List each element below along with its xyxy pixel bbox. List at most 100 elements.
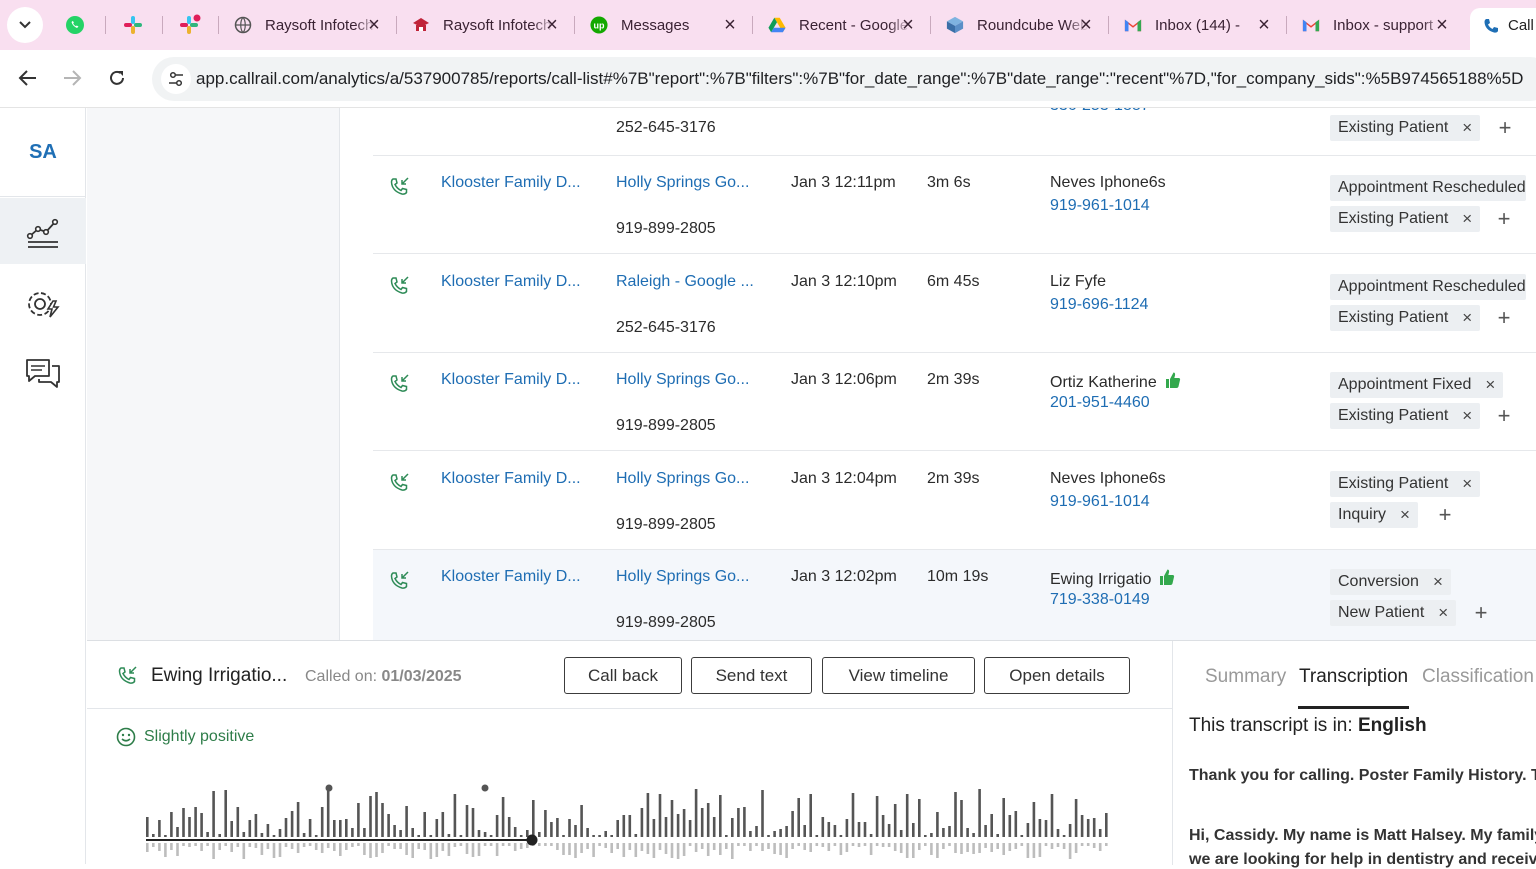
view-timeline-button[interactable]: View timeline xyxy=(822,657,975,694)
tab-close-icon[interactable]: × xyxy=(902,14,914,36)
waveform-bar xyxy=(670,843,674,858)
tab-close-icon[interactable]: × xyxy=(724,14,736,36)
tab-pinned-slack-2[interactable] xyxy=(175,10,205,40)
waveform-bar xyxy=(471,808,475,837)
waveform-bar xyxy=(942,843,945,849)
tab-roundcube[interactable]: Roundcube Webmail × xyxy=(946,8,1096,42)
remove-tag-icon[interactable]: × xyxy=(1438,603,1449,622)
waveform-bar xyxy=(568,843,571,855)
waveform-bar xyxy=(930,833,933,837)
tab-google-drive[interactable]: Recent - Google Drive × xyxy=(768,8,918,42)
settings-bolt-icon xyxy=(28,292,60,318)
tab-close-icon[interactable]: × xyxy=(1258,14,1270,36)
remove-tag-icon[interactable]: × xyxy=(1485,375,1496,394)
table-row[interactable]: Klooster Family D... Raleigh - Google ...… xyxy=(373,255,1536,353)
waveform-bar xyxy=(284,843,288,847)
waveform-bar xyxy=(731,843,734,859)
call-time: Jan 3 12:11pm xyxy=(791,174,896,191)
remove-tag-icon[interactable]: × xyxy=(1462,209,1473,228)
company-link[interactable]: Klooster Family D... xyxy=(441,371,581,388)
remove-tag-icon[interactable]: × xyxy=(1462,473,1473,493)
table-row[interactable]: Klooster Family D... Holly Springs Go... 9… xyxy=(373,550,1536,640)
add-tag-icon[interactable]: + xyxy=(1497,304,1511,330)
tab-classification[interactable]: Classification xyxy=(1422,666,1534,687)
add-tag-icon[interactable]: + xyxy=(1497,206,1511,231)
remove-tag-icon[interactable]: × xyxy=(1462,406,1473,425)
source-link[interactable]: Raleigh - Google ... xyxy=(616,272,754,290)
send-text-button[interactable]: Send text xyxy=(691,657,812,694)
tab-summary[interactable]: Summary xyxy=(1205,666,1287,687)
table-row[interactable]: Klooster Family D... Holly Springs Go... 9… xyxy=(373,156,1536,254)
company-link[interactable]: Klooster Family D... xyxy=(441,568,581,585)
tab-messages[interactable]: up Messages × xyxy=(590,8,740,42)
waveform-bar xyxy=(749,831,752,837)
remove-tag-icon[interactable]: × xyxy=(1400,504,1410,524)
remove-tag-icon[interactable]: × xyxy=(1432,572,1443,591)
waveform-bar xyxy=(441,812,445,837)
waveform-bar xyxy=(562,835,565,837)
caller-name-text: Ortiz Katherine xyxy=(1050,373,1157,391)
tab-pinned-whatsapp[interactable] xyxy=(60,10,90,40)
table-row[interactable]: Klooster Family D... Holly Springs Go... 9… xyxy=(373,353,1536,451)
tab-search-button[interactable] xyxy=(7,7,43,43)
company-link[interactable]: Klooster Family D... xyxy=(441,272,581,290)
table-row[interactable]: 336-253-1887 252-645-3176 Existing Patie… xyxy=(373,108,1536,156)
site-info-button[interactable] xyxy=(161,64,191,94)
tab-gmail-inbox[interactable]: Inbox (144) - × xyxy=(1124,8,1274,42)
source-link[interactable]: Holly Springs Go... xyxy=(616,174,750,191)
waveform-bar xyxy=(972,833,975,837)
add-tag-icon[interactable]: + xyxy=(1497,403,1511,428)
playback-handle[interactable] xyxy=(526,834,538,846)
sidebar-item-analytics[interactable] xyxy=(0,198,86,264)
account-logo[interactable]: SA xyxy=(0,108,86,197)
remove-tag-icon[interactable]: × xyxy=(1462,307,1473,327)
audio-waveform[interactable] xyxy=(142,781,1112,865)
transcript-line: Thank you for calling. Poster Family His… xyxy=(1189,767,1536,784)
tab-close-icon[interactable]: × xyxy=(368,14,380,36)
forward-button[interactable] xyxy=(56,62,88,94)
tab-transcription[interactable]: Transcription xyxy=(1299,666,1409,687)
source-link[interactable]: Holly Springs Go... xyxy=(616,469,750,487)
tab-raysoft-2[interactable]: Raysoft Infotech × xyxy=(412,8,562,42)
caller-phone[interactable]: 919-696-1124 xyxy=(1050,295,1149,313)
tab-pinned-slack[interactable] xyxy=(118,10,148,40)
tab-close-icon[interactable]: × xyxy=(1080,14,1092,36)
add-tag-icon[interactable]: + xyxy=(1474,600,1488,625)
tab-callrail-active[interactable]: Call xyxy=(1470,8,1536,50)
waveform-bar xyxy=(314,835,318,837)
waveform-bar xyxy=(918,799,921,837)
tab-raysoft-1[interactable]: Raysoft Infotech × xyxy=(234,8,384,42)
source-link[interactable]: Holly Springs Go... xyxy=(616,568,750,585)
waveform-bar xyxy=(1044,843,1048,846)
call-back-button[interactable]: Call back xyxy=(564,657,682,694)
remove-tag-icon[interactable]: × xyxy=(1462,118,1473,137)
caller-phone[interactable]: 336-253-1887 xyxy=(1050,108,1150,115)
add-tag-icon[interactable]: + xyxy=(1438,501,1452,527)
company-link[interactable]: Klooster Family D... xyxy=(441,174,581,191)
caller-phone[interactable]: 919-961-1014 xyxy=(1050,197,1150,214)
reload-button[interactable] xyxy=(101,62,133,94)
caller-phone[interactable]: 919-961-1014 xyxy=(1050,492,1150,510)
waveform-bar xyxy=(966,828,969,837)
waveform-bar xyxy=(839,843,843,855)
caller-phone[interactable]: 719-338-0149 xyxy=(1050,591,1150,608)
waveform-bar xyxy=(218,843,221,850)
open-details-button[interactable]: Open details xyxy=(984,657,1130,694)
waveform-bar xyxy=(652,819,656,837)
waveform-bar xyxy=(930,843,933,855)
waveform-bar xyxy=(423,812,426,837)
back-button[interactable] xyxy=(12,62,44,94)
tab-gmail-support[interactable]: Inbox - support × xyxy=(1302,8,1452,42)
tab-close-icon[interactable]: × xyxy=(1436,14,1448,36)
company-link[interactable]: Klooster Family D... xyxy=(441,469,581,487)
waveform-bar xyxy=(495,815,499,837)
source-link[interactable]: Holly Springs Go... xyxy=(616,371,750,388)
caller-phone[interactable]: 201-951-4460 xyxy=(1050,394,1150,411)
sidebar-item-conversations[interactable] xyxy=(0,340,86,406)
sidebar-item-settings[interactable] xyxy=(0,271,86,337)
tab-close-icon[interactable]: × xyxy=(546,14,558,36)
table-row[interactable]: Klooster Family D... Holly Springs Go... 9… xyxy=(373,452,1536,550)
address-bar[interactable]: app.callrail.com/analytics/a/537900785/r… xyxy=(152,57,1536,101)
waveform-bar xyxy=(417,843,420,849)
add-tag-icon[interactable]: + xyxy=(1498,115,1512,140)
